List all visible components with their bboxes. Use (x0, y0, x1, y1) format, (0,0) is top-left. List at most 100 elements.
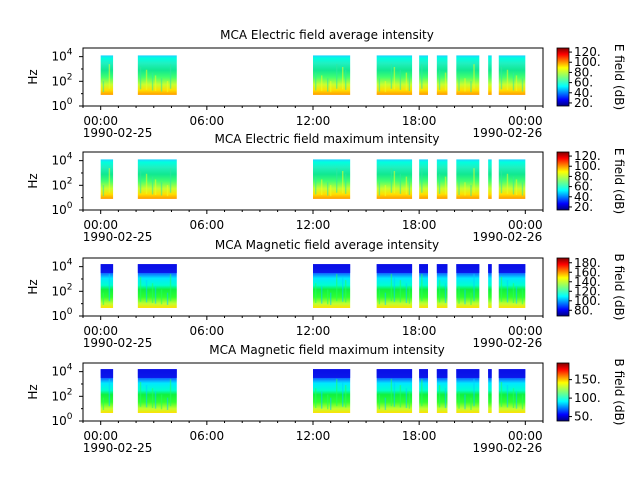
data-texture (145, 385, 148, 408)
data-block (488, 369, 492, 413)
data-texture (421, 378, 423, 407)
data-texture (399, 385, 402, 408)
colorbar-tick-label: 160. (574, 265, 601, 279)
data-block-top (436, 264, 448, 273)
colorbar-tick-label: 120. (574, 45, 601, 59)
data-texture (154, 391, 157, 409)
y-tick-label: 104 (51, 152, 72, 168)
colorbar-tick-label: 80. (574, 169, 593, 183)
data-texture (102, 185, 105, 197)
x-tick-label: 18:00 (402, 114, 437, 128)
data-block-top (456, 369, 480, 378)
data-texture (500, 66, 503, 90)
data-texture (393, 381, 396, 407)
x-tick-label: 00:00 (83, 324, 118, 338)
data-block-top (100, 264, 114, 273)
data-texture (399, 69, 402, 90)
x-tick-label: 12:00 (296, 429, 331, 443)
data-block-top (456, 264, 480, 273)
data-texture (521, 394, 524, 410)
data-texture (512, 176, 515, 195)
data-texture (160, 78, 163, 92)
data-block (313, 159, 351, 199)
data-texture (139, 170, 142, 194)
data-texture (506, 385, 509, 408)
data-texture (166, 81, 169, 93)
data-texture (521, 289, 524, 305)
data-texture (154, 75, 157, 92)
x-date-label-end: 1990-02-26 (473, 336, 543, 350)
colorbar-label: B field (dB) (612, 254, 626, 321)
data-texture (458, 286, 460, 304)
colorbar (556, 257, 570, 317)
y-tick-label: 100 (51, 412, 72, 428)
data-block-top (488, 264, 492, 273)
x-tick-label: 06:00 (190, 429, 225, 443)
data-texture (342, 170, 344, 194)
x-tick-label: 12:00 (296, 114, 331, 128)
data-texture (473, 64, 475, 89)
colorbar-tick-label: 140. (574, 275, 601, 289)
data-texture (166, 185, 169, 197)
data-texture (405, 176, 408, 195)
data-texture (315, 283, 317, 304)
data-texture (405, 283, 408, 304)
data-texture (473, 168, 475, 193)
colorbar-tick-label: 120. (574, 284, 601, 298)
y-axis-label: Hz (26, 279, 40, 294)
x-tick-label: 00:00 (508, 114, 543, 128)
data-block (100, 55, 114, 95)
data-texture (464, 78, 466, 92)
data-texture (408, 75, 411, 92)
data-texture (438, 280, 441, 303)
data-block-top (419, 369, 428, 378)
data-block (436, 159, 448, 199)
colorbar (556, 362, 570, 422)
data-texture (378, 289, 381, 305)
data-block-top (313, 264, 351, 273)
data-texture (139, 66, 142, 90)
x-tick-label: 00:00 (508, 324, 543, 338)
colorbar-label: E field (dB) (612, 148, 626, 214)
x-date-label-end: 1990-02-26 (473, 230, 543, 244)
data-block (498, 55, 526, 95)
data-texture (506, 280, 509, 303)
data-block-top (376, 264, 413, 273)
y-tick-label: 104 (51, 363, 72, 379)
x-date-label-end: 1990-02-26 (473, 441, 543, 455)
data-texture (399, 173, 402, 194)
data-texture (151, 72, 154, 91)
data-texture (145, 280, 148, 303)
data-texture (151, 176, 154, 195)
data-texture (342, 66, 344, 90)
data-texture (160, 394, 163, 410)
data-texture (399, 280, 402, 303)
data-texture (378, 182, 381, 196)
data-block-top (498, 264, 526, 273)
data-texture (378, 78, 381, 92)
data-texture (515, 286, 518, 304)
data-block-top (419, 264, 428, 273)
x-tick-label: 00:00 (508, 429, 543, 443)
x-tick-label: 18:00 (402, 218, 437, 232)
data-block (488, 55, 492, 95)
data-block (419, 55, 428, 95)
colorbar-tick-label: 40. (574, 190, 593, 204)
data-texture (444, 176, 447, 195)
data-texture (345, 385, 347, 408)
data-texture (108, 378, 111, 407)
data-texture (506, 69, 509, 90)
colorbar-tick-label: 60. (574, 76, 593, 90)
data-texture (393, 170, 396, 194)
chart-panel-4: MCA Magnetic field maximum intensity 100 1… (26, 343, 626, 455)
data-texture (384, 185, 387, 197)
data-texture (421, 273, 423, 302)
data-texture (500, 381, 503, 407)
data-texture (458, 75, 460, 92)
data-texture (321, 75, 323, 92)
data-texture (390, 168, 393, 193)
data-block (419, 264, 428, 308)
y-tick-label: 102 (51, 387, 72, 403)
data-texture (390, 273, 393, 302)
